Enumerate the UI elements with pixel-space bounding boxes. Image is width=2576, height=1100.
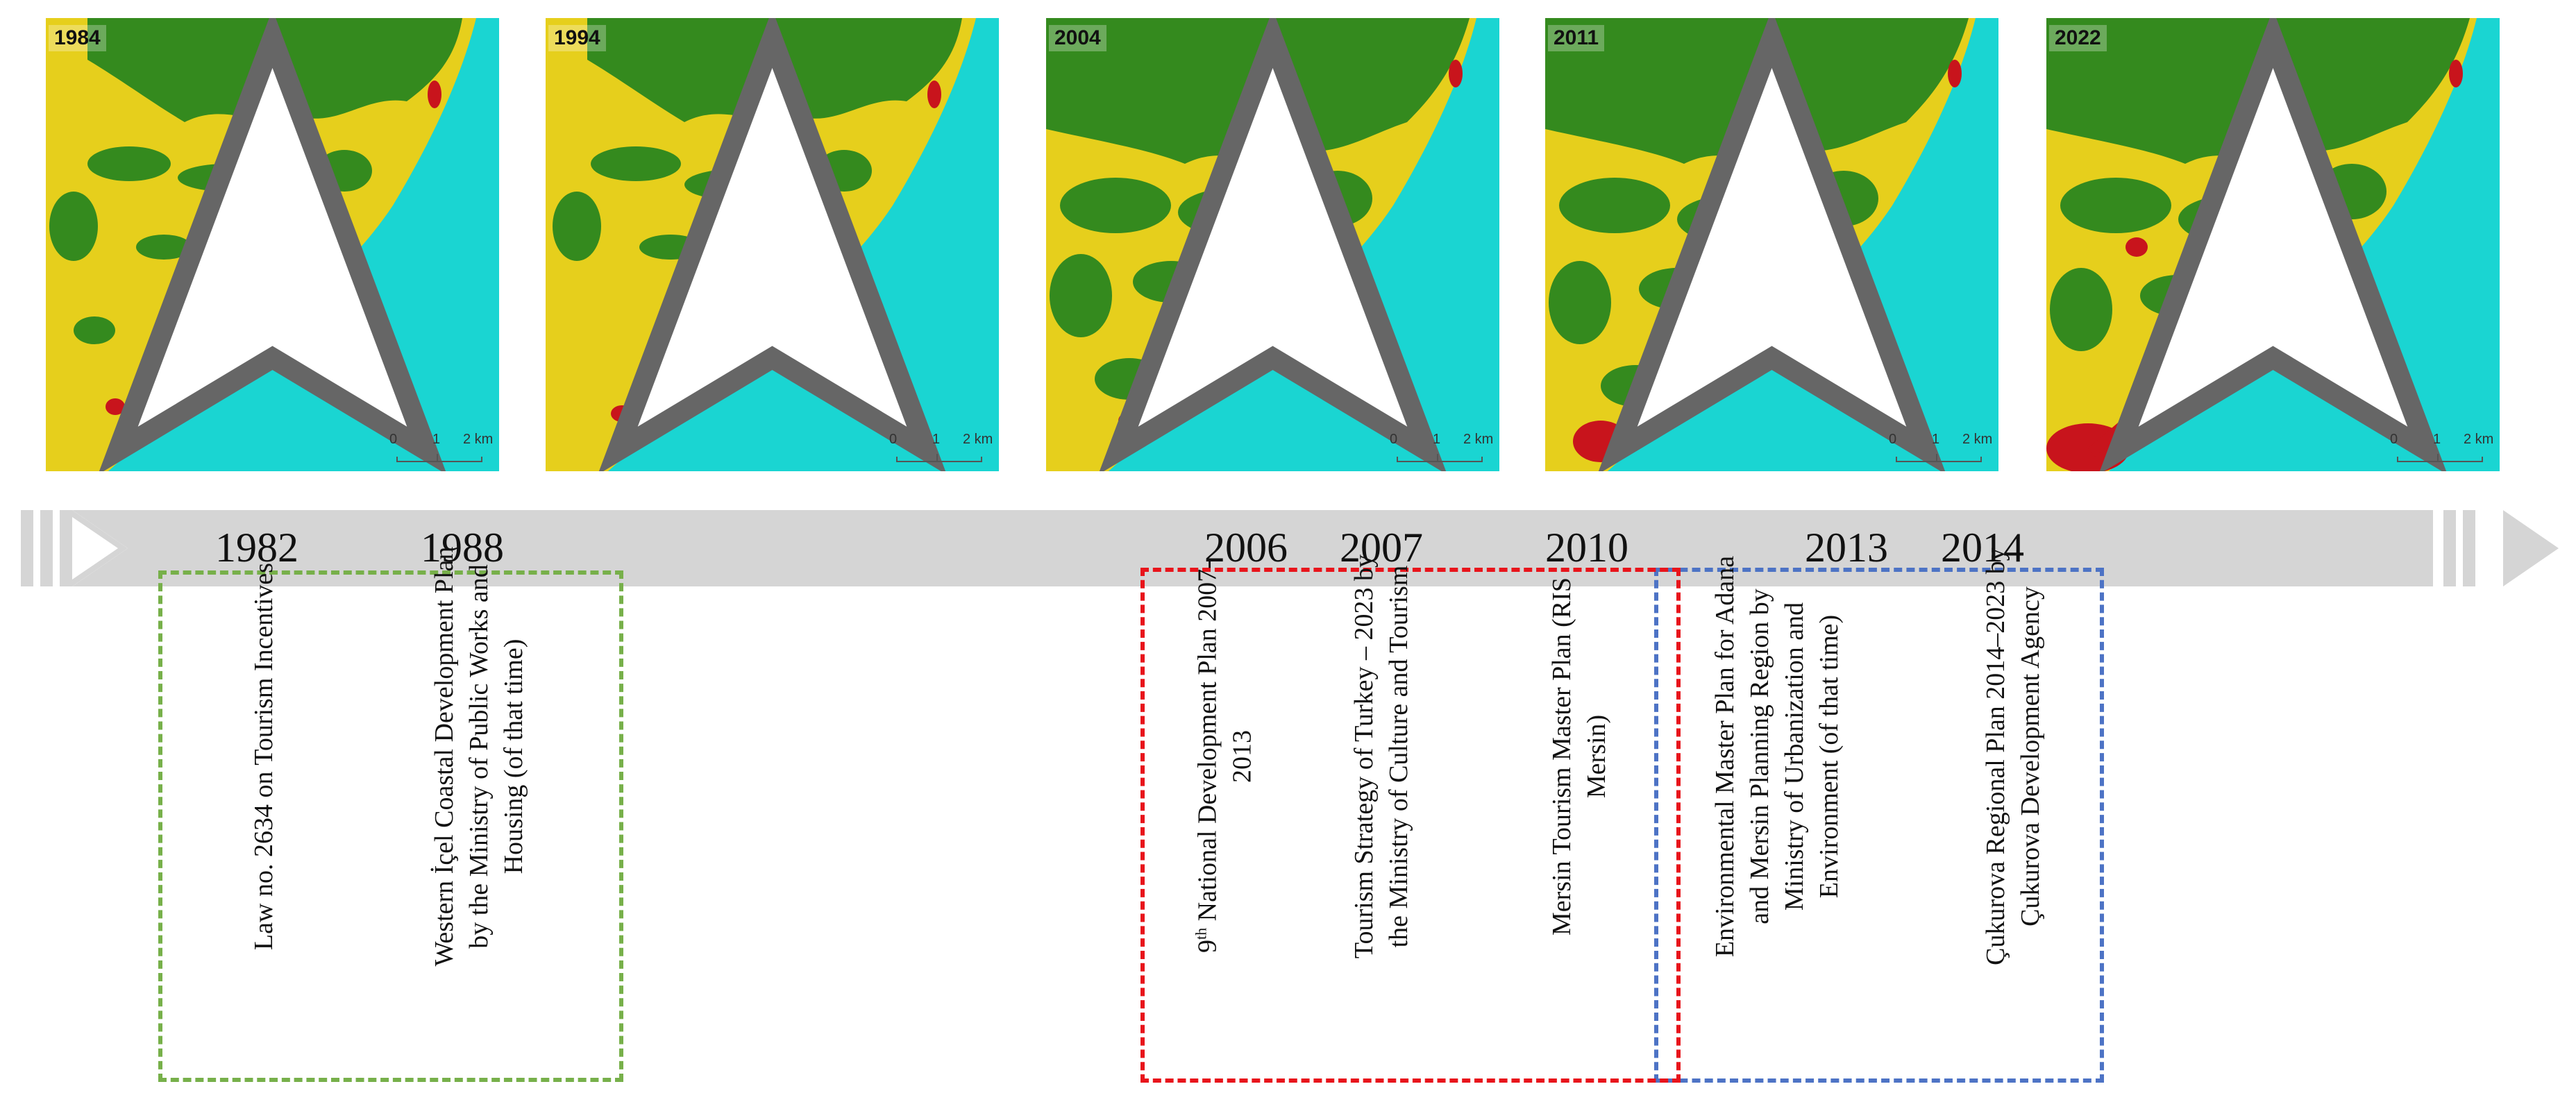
event-1982-text: Law no. 2634 on Tourism Incentives (249, 562, 278, 951)
north-arrow-icon (99, 18, 446, 471)
land-cover-map-2011: 2011 0 1 2 km (1545, 18, 1998, 471)
map-year-label: 1984 (49, 25, 106, 51)
scale-bar: 0 1 2 km (389, 428, 494, 469)
map-year-label: 1994 (548, 25, 606, 51)
event-2010-text: Mersin Tourism Master Plan (RIS Mersin) (1547, 577, 1611, 936)
timeline-year-2007: 2007 (1340, 525, 1423, 570)
timeline-year-2013: 2013 (1805, 525, 1888, 570)
north-arrow-icon (1598, 18, 1946, 471)
timeline-year-2014: 2014 (1941, 525, 2024, 570)
scale-bar: 0 1 2 km (889, 428, 993, 469)
scale-bar: 0 1 2 km (2390, 428, 2494, 469)
map-year-label: 2011 (1548, 25, 1605, 51)
timeline-year-1982: 1982 (215, 525, 298, 570)
map-year-label: 2004 (1049, 25, 1106, 51)
event-2014-text: Çukurova Regional Plan 2014–2023 by Çuku… (1981, 548, 2045, 965)
scale-bar: 0 1 2 km (1889, 428, 1993, 469)
land-cover-map-2004: 2004 0 1 2 km (1046, 18, 1499, 471)
timeline-year-2010: 2010 (1545, 525, 1628, 570)
event-1988-text: Western İçel Coastal Development Plan by… (430, 546, 528, 967)
scale-bar: 0 1 2 km (1390, 428, 1494, 469)
national-plans-group-box (1140, 568, 1681, 1083)
north-arrow-icon (1099, 18, 1447, 471)
land-cover-map-2022: 2022 0 1 2 km (2046, 18, 2500, 471)
early-policy-group-box (158, 570, 623, 1082)
north-arrow-icon (598, 18, 946, 471)
event-2006-text: 9th National Development Plan 2007-2013 (1192, 560, 1257, 953)
north-arrow-icon (2099, 18, 2447, 471)
land-cover-map-1984: 1984 0 1 2 km (46, 18, 499, 471)
land-cover-map-1994: 1994 0 1 2 km (546, 18, 999, 471)
event-2013-text: Environmental Master Plan for Adana and … (1710, 555, 1844, 958)
timeline-year-2006: 2006 (1204, 525, 1288, 570)
event-2007-text: Tourism Strategy of Turkey – 2023 by the… (1349, 554, 1413, 959)
map-year-label: 2022 (2049, 25, 2107, 51)
timeline-year-1988: 1988 (421, 525, 504, 570)
regional-plans-group-box (1654, 568, 2104, 1083)
timeline-arrow (21, 510, 2559, 586)
